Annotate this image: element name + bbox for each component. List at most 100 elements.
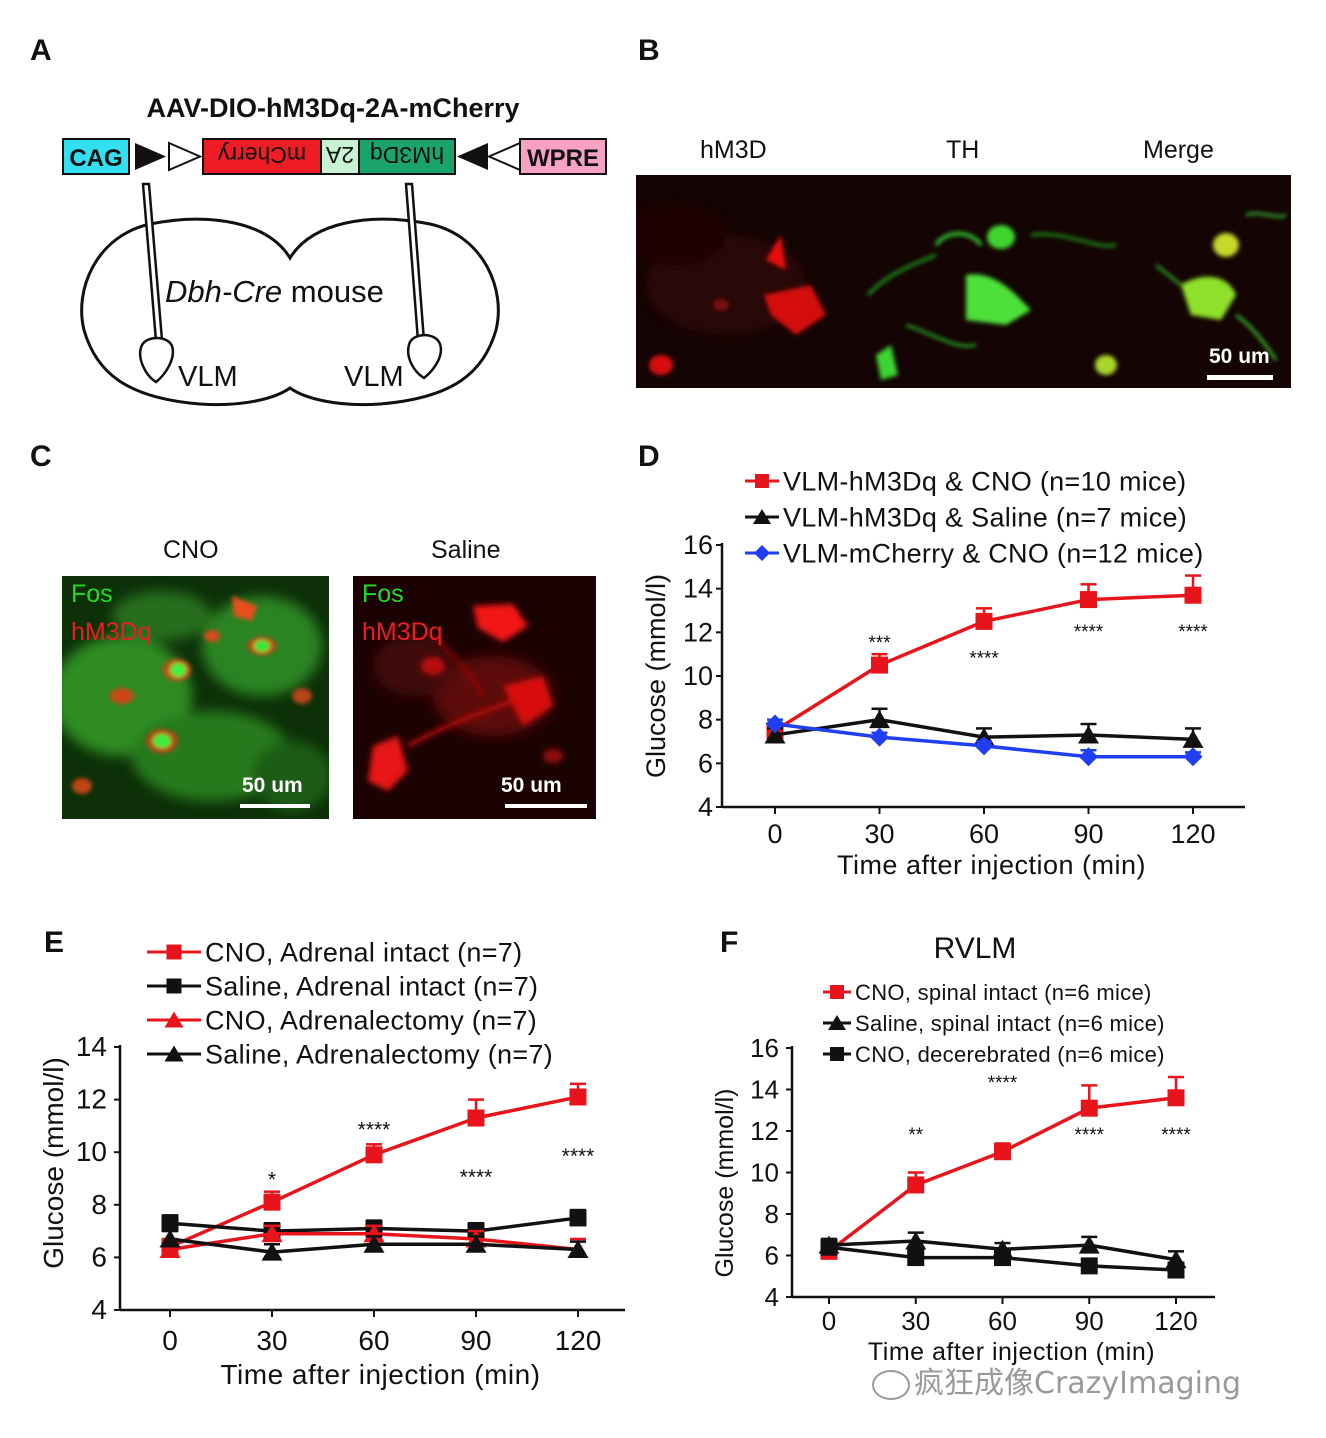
chart-e-y-tick-label: 6 xyxy=(91,1241,107,1272)
chart-d-data-point xyxy=(871,656,888,674)
chart-f-data-point xyxy=(1167,1089,1185,1107)
chart-f-y-tick-label: 6 xyxy=(765,1241,779,1271)
chart-d-y-tick-label: 6 xyxy=(698,748,713,778)
chart-f-data-point xyxy=(907,1249,925,1267)
chart-e-y-tick-label: 4 xyxy=(91,1294,107,1325)
chart-e-data-point xyxy=(159,1240,181,1259)
chart-e-significance-label: **** xyxy=(562,1145,595,1168)
chart-d-legend-marker xyxy=(755,474,769,488)
panel-label-e: E xyxy=(44,926,65,959)
chart-f-y-tick-label: 14 xyxy=(750,1075,779,1105)
chart-f-data-point xyxy=(1080,1257,1098,1275)
chart-e-x-tick-label: 30 xyxy=(256,1325,287,1356)
chart-e-y-tick-label: 10 xyxy=(76,1136,107,1167)
chart-f-data-point xyxy=(820,1238,838,1256)
chart-f-y-axis-label: Glucose (mmol/l) xyxy=(711,1089,739,1278)
chart-d-legend-label: VLM-mCherry & CNO (n=12 mice) xyxy=(783,539,1204,569)
b-title-hm3d: hM3D xyxy=(700,136,767,164)
panel-label-d: D xyxy=(638,440,660,473)
chart-e-significance-label: * xyxy=(268,1169,276,1192)
chart-e-significance-label: **** xyxy=(358,1119,391,1142)
chart-f-x-axis-label: Time after injection (min) xyxy=(868,1338,1155,1366)
c-title-cno: CNO xyxy=(163,536,219,564)
chart-f-legend-marker xyxy=(828,1015,846,1030)
chart-e-legend-marker xyxy=(166,978,182,994)
chart-f-legend-marker xyxy=(830,1047,844,1061)
chart-d-data-point xyxy=(1079,747,1098,767)
chart-f-legend-label: Saline, spinal intact (n=6 mice) xyxy=(855,1011,1165,1036)
chart-e-data-point xyxy=(363,1234,385,1253)
chart-e-data-point xyxy=(159,1229,181,1248)
chart-d-data-point xyxy=(1183,747,1203,767)
chart-f-y-tick-label: 8 xyxy=(765,1199,779,1229)
micrograph-cno: Fos hM3Dq 50 um xyxy=(62,576,329,819)
chart-e-data-point xyxy=(465,1234,487,1253)
chart-d-data-point xyxy=(974,736,994,756)
chart-f-x-tick-label: 60 xyxy=(988,1306,1017,1336)
micrograph-hm3d-th-merge: 50 um xyxy=(636,175,1291,388)
chart-e-data-point xyxy=(261,1242,283,1261)
chart-d-significance-label: *** xyxy=(868,633,891,654)
chart-e-x-tick-label: 90 xyxy=(460,1325,491,1356)
hm3dq-label-saline: hM3Dq xyxy=(362,618,443,646)
chart-e-data-point xyxy=(261,1224,283,1243)
panel-label-c: C xyxy=(30,440,52,473)
chart-f-data-point xyxy=(994,1249,1011,1267)
c-title-saline: Saline xyxy=(431,536,501,564)
chart-f-data-point xyxy=(1167,1261,1185,1279)
chart-d-y-tick-label: 8 xyxy=(698,705,713,735)
fos-label-saline: Fos xyxy=(362,580,404,608)
chart-d-legend-marker xyxy=(754,545,770,561)
chart-f-y-tick-label: 4 xyxy=(765,1282,779,1312)
chart-f-x-tick-label: 120 xyxy=(1154,1306,1197,1336)
panel-label-a: A xyxy=(30,34,52,67)
micrograph-cno-image xyxy=(62,576,329,819)
chart-e-significance-label: **** xyxy=(460,1166,493,1189)
chart-f-data-point xyxy=(994,1143,1011,1161)
chart-e-x-axis-label: Time after injection (min) xyxy=(220,1359,540,1390)
chart-d-data-point xyxy=(975,612,993,630)
scale-bar-b-label: 50 um xyxy=(1209,345,1270,368)
b-title-th: TH xyxy=(946,136,980,164)
chart-e-y-tick-label: 12 xyxy=(76,1084,107,1115)
chart-e-legend-label: CNO, Adrenal intact (n=7) xyxy=(205,938,522,968)
chart-d-x-tick-label: 120 xyxy=(1170,819,1215,849)
chart-d-significance-label: **** xyxy=(1074,622,1104,643)
hm3dq-label-cno: hM3Dq xyxy=(71,618,152,646)
chart-d-data-point xyxy=(1078,725,1099,744)
chart-d-y-tick-label: 16 xyxy=(683,530,713,560)
watermark-text: 疯狂成像CrazyImaging xyxy=(914,1366,1242,1401)
chart-f-data-point xyxy=(907,1176,925,1194)
chart-e-data-point xyxy=(365,1146,383,1164)
chart-d-data-point xyxy=(765,714,785,734)
chart-f-data-point xyxy=(1080,1099,1098,1117)
chart-e-data-point xyxy=(263,1193,281,1211)
chart-d-data-point xyxy=(764,725,786,744)
chart-d-legend-marker xyxy=(753,509,771,524)
chart-d-data-point xyxy=(1184,586,1202,604)
chart-e-data-point xyxy=(569,1209,587,1227)
chart-e-x-tick-label: 120 xyxy=(555,1325,602,1356)
chart-e-legend-label: CNO, Adrenalectomy (n=7) xyxy=(205,1006,537,1036)
chart-d-legend-label: VLM-hM3Dq & Saline (n=7 mice) xyxy=(783,503,1187,533)
chart-f-x-tick-label: 0 xyxy=(822,1306,836,1336)
wechat-icon xyxy=(872,1369,910,1400)
chart-d-data-point xyxy=(1182,729,1204,748)
chart-d-y-axis-label: Glucose (mmol/l) xyxy=(641,574,671,778)
chart-e-legend-marker xyxy=(164,1011,184,1028)
chart-e-x-tick-label: 0 xyxy=(162,1325,178,1356)
chart-d-x-tick-label: 90 xyxy=(1073,819,1103,849)
chart-e-data-point xyxy=(467,1109,485,1127)
chart-d-data-point xyxy=(870,727,889,747)
scale-bar-b xyxy=(1207,375,1273,380)
scale-bar-c-cno xyxy=(240,804,310,808)
chart-f-y-tick-label: 12 xyxy=(750,1116,779,1146)
chart-e-data-point xyxy=(363,1224,385,1243)
fos-label-cno: Fos xyxy=(71,580,113,608)
chart-e-data-point xyxy=(161,1214,179,1232)
micrograph-saline-image xyxy=(353,576,596,819)
chart-e-data-point xyxy=(569,1088,587,1106)
chart-f-significance-label: ** xyxy=(908,1125,923,1146)
chart-e-legend-marker xyxy=(166,944,182,960)
chart-d-x-tick-label: 0 xyxy=(767,819,782,849)
